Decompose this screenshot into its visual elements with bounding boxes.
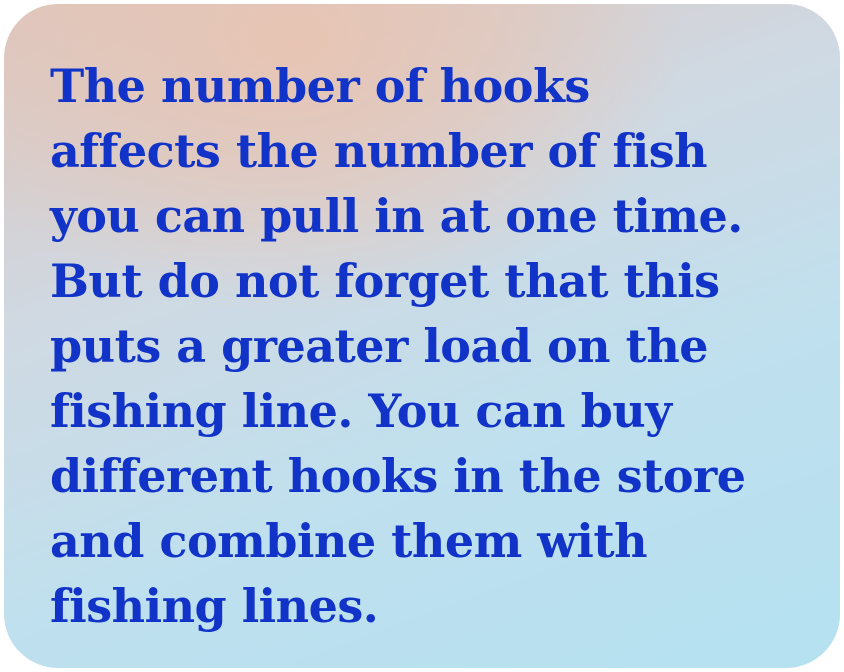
- hint-text: The number of hooks affects the number o…: [50, 59, 746, 633]
- hint-panel: The number of hooks affects the number o…: [4, 4, 840, 668]
